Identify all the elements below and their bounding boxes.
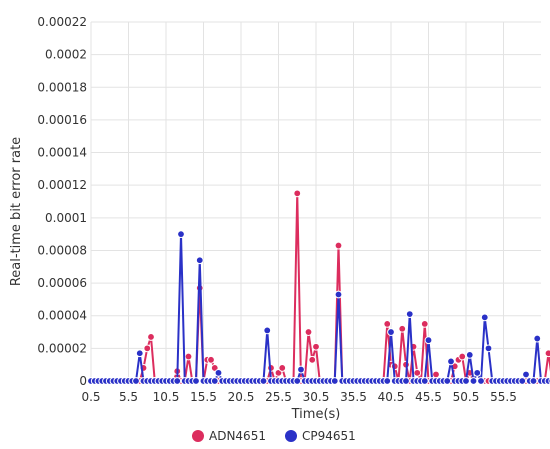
x-axis-tick-labels: 0.5 5.5 10.5 15.5 20.5 25.5 30.5 35.5 40.5 45.5 50… [81,390,516,404]
data-point [443,377,452,385]
x-tick-label: 20.5 [228,390,255,404]
data-point [312,342,320,351]
data-point [383,319,392,328]
data-point [207,355,215,364]
y-tick-label: 0.00002 [37,341,87,355]
data-point [263,326,272,335]
x-tick-label: 5.5 [119,390,138,404]
series-cp94651 [87,230,550,385]
data-point [184,352,193,361]
data-point [522,370,530,379]
y-tick-label: 0.00022 [37,15,87,29]
data-point [259,377,268,385]
x-tick-label: 0.5 [81,390,100,404]
data-point [147,333,155,341]
x-tick-label: 25.5 [265,390,292,404]
series-line [91,192,550,382]
data-point [214,368,223,377]
data-point [308,355,317,364]
data-point [278,364,287,372]
data-point [135,349,144,358]
legend-label: CP94651 [302,429,356,443]
y-tick-label: 0.00008 [37,243,87,257]
data-point [293,377,302,385]
legend-marker [285,430,297,442]
data-point [177,230,185,239]
data-point [544,349,550,358]
x-tick-label: 45.5 [415,390,442,404]
data-point [518,377,527,385]
data-point [413,368,422,377]
data-point [480,313,489,322]
x-tick-label: 50.5 [453,390,480,404]
y-tick-label: 0 [79,374,87,388]
data-point [132,377,140,385]
data-point [297,365,305,374]
data-point [420,319,429,328]
series-line [91,233,550,382]
data-point [330,377,339,385]
data-point [462,377,470,385]
data-point [469,377,478,385]
x-tick-label: 15.5 [190,390,217,404]
data-point [477,377,485,385]
data-point [458,352,467,361]
data-point [210,377,219,385]
y-tick-label: 0.00018 [37,80,87,94]
data-point [405,310,414,319]
y-tick-label: 0.00014 [37,146,87,160]
series-adn4651 [87,189,550,385]
data-point [484,344,493,353]
data-point [293,189,302,198]
legend: ADN4651 CP94651 [192,429,356,443]
legend-label: ADN4651 [209,429,266,443]
data-point [383,377,392,385]
data-point [192,377,200,385]
y-tick-label: 0.00006 [37,276,87,290]
series-layer [87,189,550,385]
y-axis-tick-labels: 0 0.00002 0.00004 0.00006 0.00008 0.0001 0.000… [37,15,87,388]
data-point [173,377,182,385]
x-tick-label: 30.5 [303,390,330,404]
y-tick-label: 0.0002 [45,48,87,62]
x-tick-label: 35.5 [340,390,367,404]
legend-item-adn4651: ADN4651 [192,429,266,443]
data-point [334,290,343,299]
data-point [398,324,407,333]
y-tick-label: 0.00012 [37,178,87,192]
data-point [387,328,395,336]
data-point [533,334,542,343]
data-point [195,256,204,265]
x-axis-title: Time(s) [291,407,341,422]
data-point [465,350,474,359]
data-point [143,344,152,353]
data-point [473,368,482,377]
legend-marker [192,430,204,442]
data-point [432,370,440,379]
data-point [447,357,455,366]
x-tick-label: 40.5 [378,390,405,404]
data-point [402,377,410,385]
y-axis-title: Real-time bit error rate [9,137,24,286]
data-point [529,377,538,385]
x-tick-label: 10.5 [153,390,180,404]
grid-lines [90,21,541,381]
legend-item-cp94651: CP94651 [285,429,356,443]
data-point [420,377,429,385]
data-point [424,336,433,345]
data-point [304,328,313,336]
data-point [334,241,343,250]
y-tick-label: 0.00016 [37,113,87,127]
y-tick-label: 0.0001 [45,211,87,225]
x-tick-label: 55.5 [490,390,517,404]
y-tick-label: 0.00004 [37,309,87,323]
